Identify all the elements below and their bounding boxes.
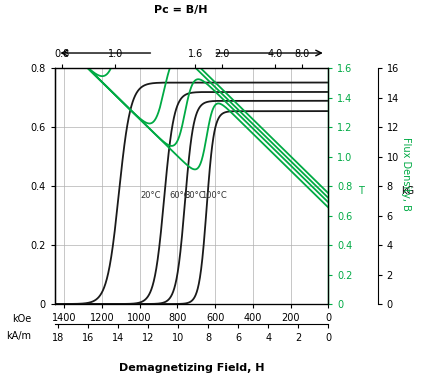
Text: 60°C: 60°C xyxy=(169,190,189,200)
Text: Demagnetizing Field, H: Demagnetizing Field, H xyxy=(119,363,264,373)
Text: 80°C: 80°C xyxy=(184,190,205,200)
Text: 100°C: 100°C xyxy=(201,190,227,200)
Text: Pc = B/H: Pc = B/H xyxy=(154,5,208,14)
Text: 20°C: 20°C xyxy=(141,190,161,200)
Text: Flux Density, B: Flux Density, B xyxy=(401,138,411,211)
Y-axis label: kG: kG xyxy=(401,186,414,196)
Y-axis label: T: T xyxy=(358,186,364,196)
Text: kOe: kOe xyxy=(12,314,32,324)
Text: kA/m: kA/m xyxy=(6,331,32,341)
